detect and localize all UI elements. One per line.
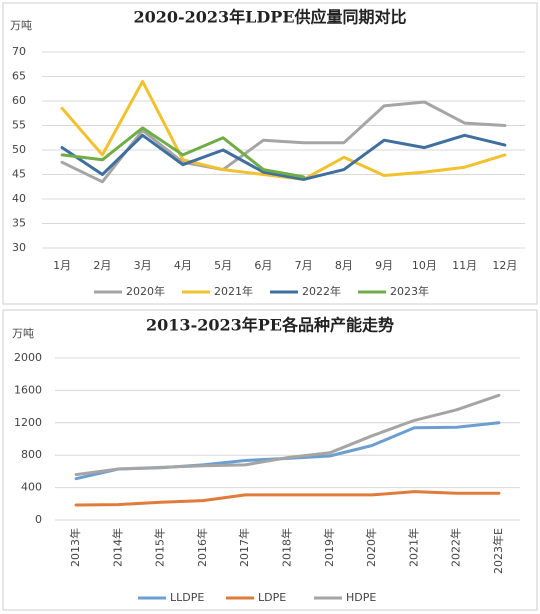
x-tick-label: 2020年 bbox=[364, 528, 378, 567]
legend-label: 2023年 bbox=[390, 284, 429, 298]
x-tick-label: 3月 bbox=[134, 259, 152, 272]
y-tick-label: 40 bbox=[12, 192, 26, 205]
x-tick-label: 2013年 bbox=[68, 528, 82, 567]
panel-frame bbox=[2, 309, 538, 611]
y-tick-label: 60 bbox=[12, 94, 26, 107]
x-tick-label: 2023年E bbox=[491, 528, 505, 574]
y-tick-label: 2000 bbox=[14, 351, 42, 364]
legend-label: LDPE bbox=[258, 591, 286, 604]
x-tick-label: 2月 bbox=[93, 259, 111, 272]
series-line bbox=[74, 490, 501, 507]
x-tick-label: 2014年 bbox=[110, 528, 124, 567]
x-tick-label: 11月 bbox=[452, 259, 477, 272]
y-tick-label: 45 bbox=[12, 168, 26, 181]
series-line bbox=[60, 79, 507, 181]
series-line bbox=[60, 133, 507, 181]
x-tick-label: 2017年 bbox=[237, 528, 251, 567]
x-tick-label: 12月 bbox=[492, 259, 517, 272]
x-tick-label: 9月 bbox=[375, 259, 393, 272]
y-tick-label: 0 bbox=[35, 513, 42, 526]
y-tick-label: 65 bbox=[12, 70, 26, 83]
series-line bbox=[60, 100, 507, 184]
y-unit: 万吨 bbox=[12, 327, 34, 340]
y-tick-label: 1600 bbox=[14, 383, 42, 396]
series-line bbox=[74, 393, 501, 477]
y-tick-label: 50 bbox=[12, 143, 26, 156]
legend-label: 2020年 bbox=[126, 284, 165, 298]
x-tick-label: 6月 bbox=[254, 259, 272, 272]
panel-frame bbox=[2, 2, 538, 305]
y-tick-label: 1200 bbox=[14, 416, 42, 429]
legend-label: HDPE bbox=[346, 591, 376, 604]
x-tick-label: 1月 bbox=[53, 259, 71, 272]
chart-title: 2020-2023年LDPE供应量同期对比 bbox=[133, 8, 406, 27]
x-tick-label: 2015年 bbox=[153, 528, 167, 567]
y-tick-label: 55 bbox=[12, 119, 26, 132]
x-tick-label: 2016年 bbox=[195, 528, 209, 567]
x-tick-label: 2019年 bbox=[322, 528, 336, 567]
x-tick-label: 4月 bbox=[174, 259, 192, 272]
x-tick-label: 2018年 bbox=[280, 528, 294, 567]
x-tick-label: 2022年 bbox=[449, 528, 463, 567]
y-tick-label: 800 bbox=[21, 448, 42, 461]
series-line bbox=[60, 126, 306, 179]
y-tick-label: 30 bbox=[12, 241, 26, 254]
series-line bbox=[74, 421, 501, 481]
y-unit: 万吨 bbox=[10, 19, 32, 32]
legend-label: LLDPE bbox=[170, 591, 204, 604]
x-tick-label: 2021年 bbox=[406, 528, 420, 567]
y-tick-label: 35 bbox=[12, 217, 26, 230]
legend-label: 2022年 bbox=[302, 284, 341, 298]
y-tick-label: 70 bbox=[12, 45, 26, 58]
legend-label: 2021年 bbox=[214, 284, 253, 298]
x-tick-label: 5月 bbox=[214, 259, 232, 272]
chart-title: 2013-2023年PE各品种产能走势 bbox=[146, 316, 394, 335]
x-tick-label: 10月 bbox=[412, 259, 437, 272]
x-tick-label: 7月 bbox=[295, 259, 313, 272]
x-tick-label: 8月 bbox=[335, 259, 353, 272]
y-tick-label: 400 bbox=[21, 481, 42, 494]
